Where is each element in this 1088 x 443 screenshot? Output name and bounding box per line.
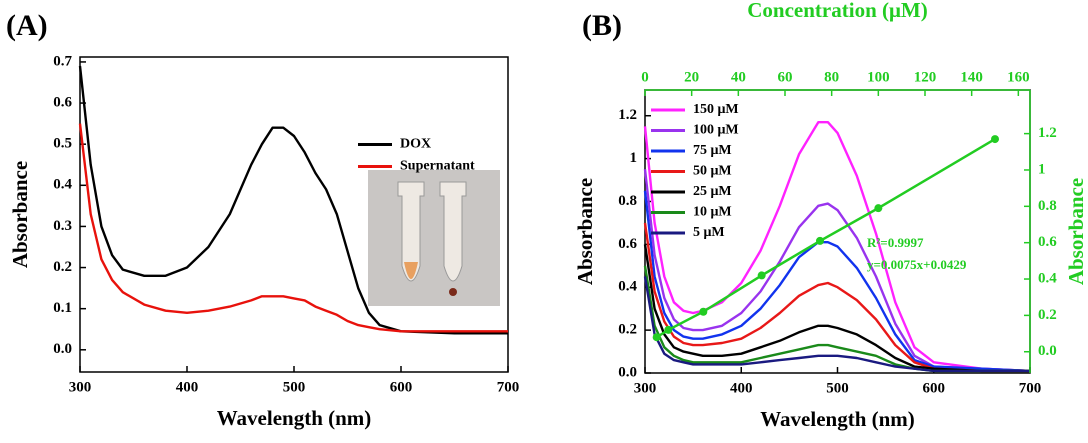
x-tick-label: 400 [176,379,199,395]
x2-tick-label: 20 [684,69,699,85]
calibration-point [652,333,661,342]
calibration-point [874,204,883,213]
calibration-point [664,325,673,334]
panel-label: (A) [6,9,48,42]
y-tick-label: 1.2 [618,107,637,123]
x-axis-label: Wavelength (nm) [217,406,372,430]
spectrum-line [643,276,1030,373]
y2-tick-label: 0.8 [1038,198,1057,214]
x-tick-label: 300 [634,380,657,396]
y-tick-label: 0.5 [53,136,72,152]
y-tick-label: 0.0 [618,364,637,380]
tube [439,181,467,282]
x2-tick-label: 120 [914,69,937,85]
x2-tick-label: 40 [731,69,746,85]
legend-label: 25 μM [693,184,732,199]
spectrum-line [643,190,1031,373]
y-tick-label: 0.4 [618,279,637,295]
y2-tick-label: 0.0 [1038,343,1057,359]
y-tick-label: 1 [630,150,638,166]
photo-background [368,170,500,306]
legend-label: 100 μM [693,123,739,138]
y-tick-label: 0.2 [53,259,72,275]
x2-tick-label: 140 [960,69,983,85]
y2-tick-label: 0.6 [1038,234,1057,250]
x2-tick-label: 0 [641,69,649,85]
y2-tick-label: 0.2 [1038,307,1057,323]
y-tick-label: 0.7 [53,53,72,69]
x-tick-label: 500 [283,379,306,395]
x-tick-label: 600 [923,380,946,396]
x-tick-label: 400 [730,380,753,396]
y-tick-label: 0.6 [618,236,637,252]
y-tick-label: 0.4 [53,177,72,193]
calibration-point [699,307,708,316]
y2-axis-label: Absorbance [1064,178,1088,285]
y-axis-label: Absorbance [573,178,597,285]
calibration-point [816,236,824,245]
y-tick-label: 0.6 [53,94,72,110]
spectrum-line [643,169,1031,373]
pellet [449,288,457,296]
y2-tick-label: 0.4 [1038,270,1057,286]
x2-tick-label: 160 [1007,69,1030,85]
y-tick-label: 0.8 [618,193,637,209]
x2-tick-label: 100 [867,69,890,85]
y2-tick-label: 1 [1038,161,1046,177]
annotation: y=0.0075x+0.0429 [867,257,967,272]
x-axis-label: Wavelength (nm) [760,407,915,431]
y-tick-label: 0.0 [53,341,72,357]
tube [397,181,425,282]
x-tick-label: 600 [390,379,413,395]
x-tick-label: 300 [69,379,92,395]
legend-label: Supernatant [400,159,475,174]
panel-label: (B) [582,9,622,42]
x2-axis-label: Concentration (μM) [747,0,927,22]
x2-tick-label: 60 [778,69,793,85]
annotation: R²=0.9997 [867,235,924,250]
y-axis-label: Absorbance [8,161,32,268]
y-tick-label: 0.2 [618,322,637,338]
spectrum-line [643,222,1030,373]
x-tick-label: 700 [497,379,520,395]
x-tick-label: 700 [1019,380,1042,396]
y2-tick-label: 1.2 [1038,125,1057,141]
legend-label: 75 μM [693,143,732,158]
legend-label: 10 μM [693,205,732,220]
y-tick-label: 0.1 [53,300,72,316]
inset-photo [368,170,500,306]
spectrum-line [78,123,508,333]
legend-label: 5 μM [693,225,725,240]
calibration-point [757,271,766,280]
spectrum-line [643,121,1031,373]
x2-tick-label: 80 [824,69,839,85]
tube-liquid [404,262,418,279]
spectrum-line [643,244,1030,373]
calibration-point [991,135,999,144]
y-tick-label: 0.3 [53,218,72,234]
spectrum-line [78,65,508,335]
legend-label: 150 μM [693,102,739,117]
legend-label: 50 μM [693,164,732,179]
legend-label: DOX [400,137,431,152]
x-tick-label: 500 [826,380,849,396]
